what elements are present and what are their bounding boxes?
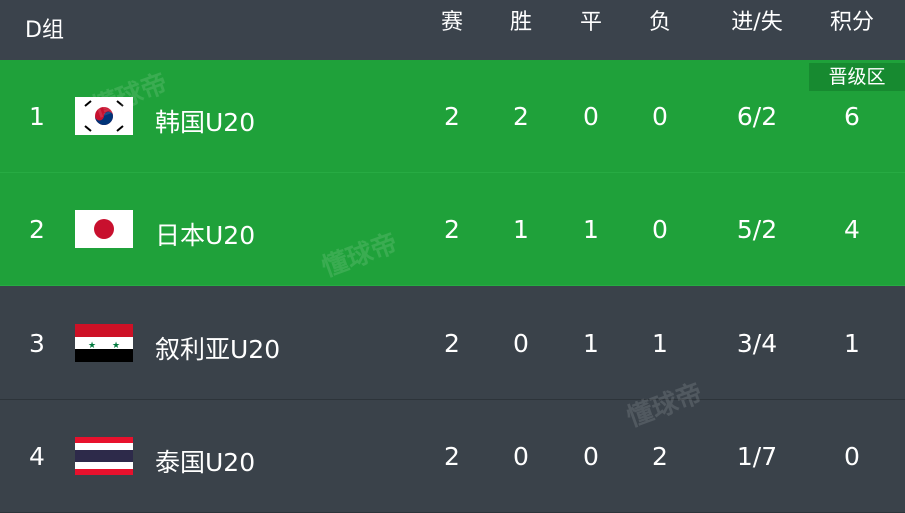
goals-value: 3/4 — [736, 329, 778, 358]
col-points: 积分 — [829, 10, 875, 35]
goals-value: 5/2 — [736, 215, 778, 244]
team-name[interactable]: 泰国U20 — [155, 448, 256, 477]
played-value: 2 — [444, 329, 460, 358]
rank: 1 — [29, 102, 45, 131]
rank: 3 — [29, 329, 45, 358]
svg-text:★: ★ — [112, 341, 120, 351]
won-value: 0 — [513, 329, 529, 358]
drawn-value: 0 — [583, 102, 599, 131]
rank: 2 — [29, 215, 45, 244]
table-row[interactable]: 2 日本U20 2 1 1 0 5/2 4 — [0, 173, 905, 286]
svg-text:★: ★ — [88, 341, 96, 351]
lost-value: 0 — [652, 102, 668, 131]
table-row[interactable]: 4 泰国U20 2 0 0 2 1/7 0 — [0, 400, 905, 513]
table-header: D组 赛 胜 平 负 进/失 积分 — [0, 0, 905, 60]
col-played: 赛 — [440, 10, 464, 35]
points-value: 0 — [844, 442, 860, 471]
won-value: 0 — [513, 442, 529, 471]
team-name[interactable]: 叙利亚U20 — [155, 335, 281, 364]
points-value: 4 — [844, 215, 860, 244]
points-value: 6 — [844, 102, 860, 131]
team-name[interactable]: 日本U20 — [155, 221, 256, 250]
korea-flag-icon — [75, 97, 133, 135]
syria-flag-icon: ★ ★ — [75, 324, 133, 362]
drawn-value: 0 — [583, 442, 599, 471]
played-value: 2 — [444, 442, 460, 471]
japan-flag-icon — [75, 210, 133, 248]
drawn-value: 1 — [583, 215, 599, 244]
drawn-value: 1 — [583, 329, 599, 358]
table-row[interactable]: 3 ★ ★ 叙利亚U20 2 0 1 1 3/4 1 — [0, 287, 905, 400]
qualified-zone-badge: 晋级区 — [809, 63, 905, 91]
col-lost: 负 — [648, 10, 672, 35]
col-won: 胜 — [509, 10, 533, 35]
thailand-flag-icon — [75, 437, 133, 475]
goals-value: 1/7 — [736, 442, 778, 471]
lost-value: 2 — [652, 442, 668, 471]
group-title: D组 — [25, 18, 64, 43]
rank: 4 — [29, 442, 45, 471]
won-value: 2 — [513, 102, 529, 131]
lost-value: 1 — [652, 329, 668, 358]
col-goals: 进/失 — [731, 10, 783, 35]
played-value: 2 — [444, 102, 460, 131]
played-value: 2 — [444, 215, 460, 244]
points-value: 1 — [844, 329, 860, 358]
goals-value: 6/2 — [736, 102, 778, 131]
lost-value: 0 — [652, 215, 668, 244]
won-value: 1 — [513, 215, 529, 244]
table-row[interactable]: 晋级区 1 韩国U20 2 2 0 0 6/2 6 — [0, 60, 905, 173]
team-name[interactable]: 韩国U20 — [155, 108, 256, 137]
col-drawn: 平 — [579, 10, 603, 35]
